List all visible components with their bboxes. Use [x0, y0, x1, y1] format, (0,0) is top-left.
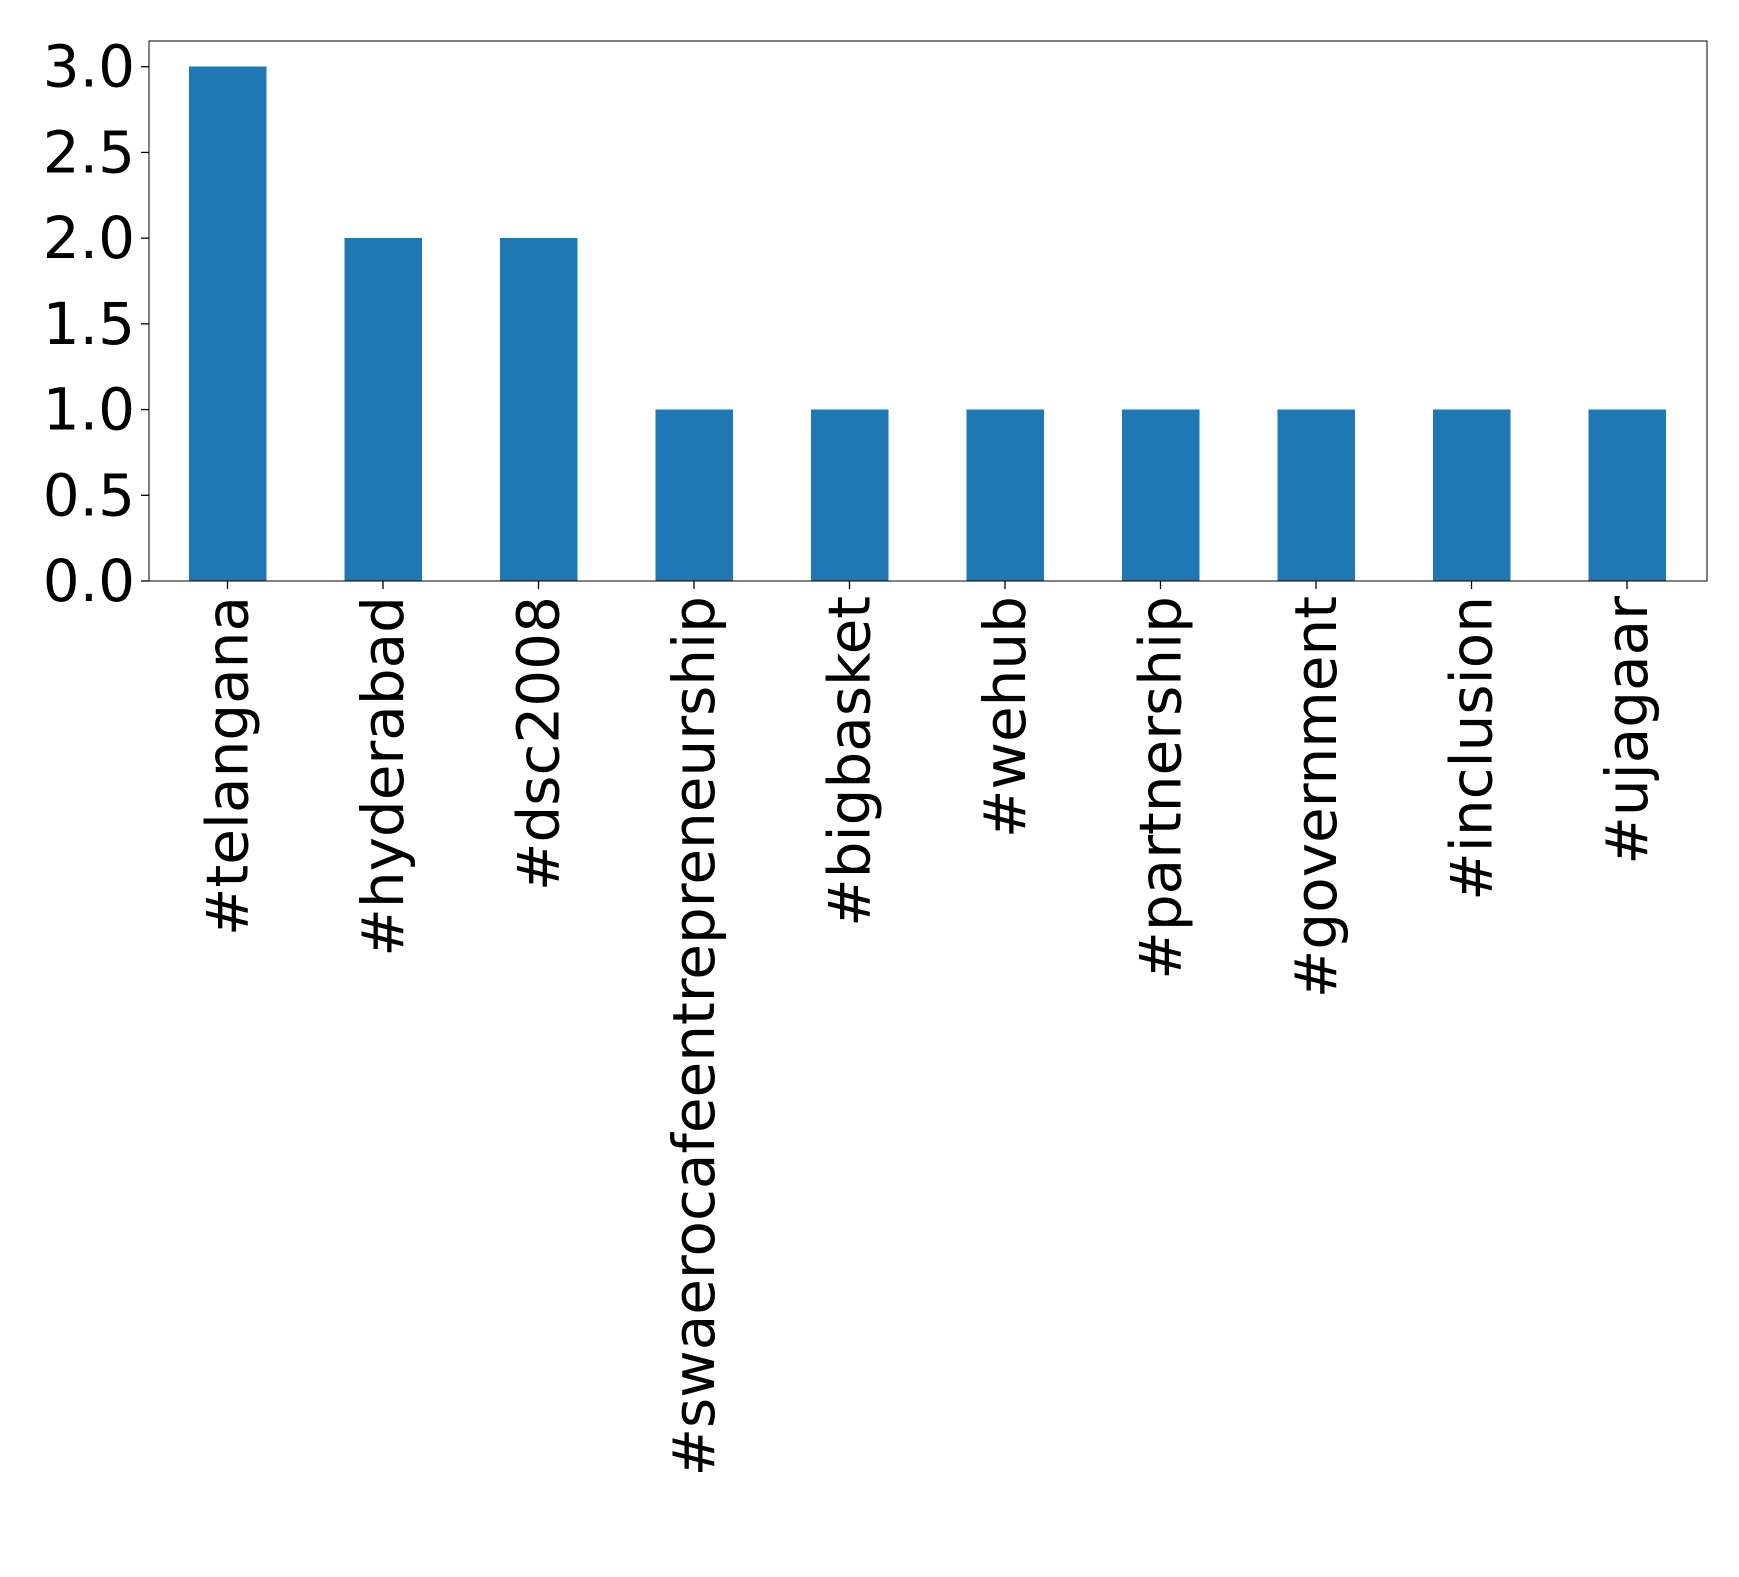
y-tick-label: 2.5 [43, 118, 135, 186]
y-tick-label: 1.0 [43, 376, 135, 444]
x-tick-label: #government [1282, 596, 1350, 998]
plot-frame [148, 40, 1708, 582]
bar-hyderabad [344, 238, 422, 581]
bars-group [188, 66, 1666, 581]
y-tick-label: 2.0 [43, 204, 135, 272]
bar-inclusion [1432, 409, 1511, 581]
bar-dsc2008 [499, 238, 578, 581]
bar-swaerocafeentrepreneurship [655, 409, 733, 581]
x-tick-label: #bigbasket [816, 596, 884, 927]
bar-bigbasket [810, 409, 889, 581]
bar-telangana [188, 66, 267, 581]
y-tick-label: 0.5 [43, 461, 135, 529]
y-tick-label: 0.0 [43, 547, 135, 615]
x-tick-label: #ujagaar [1593, 596, 1661, 865]
x-tick-label: #wehub [971, 596, 1039, 838]
x-tick-label: #telangana [194, 596, 262, 936]
bar-wehub [966, 409, 1044, 581]
x-tick-label: #hyderabad [349, 596, 417, 957]
y-tick-label: 1.5 [43, 290, 135, 358]
y-tick-label: 3.0 [43, 33, 135, 101]
x-axis: #telangana #hyderabad #dsc2008 #swaerocafee… [194, 581, 1661, 1477]
bar-ujagaar [1588, 409, 1666, 581]
x-tick-label: #swaerocafeentrepreneurship [660, 596, 728, 1477]
y-axis: 0.0 0.5 1.0 1.5 2.0 2.5 3.0 [43, 33, 149, 615]
x-tick-label: #partnership [1127, 596, 1195, 980]
x-tick-label: #dsc2008 [505, 596, 573, 891]
bar-government [1277, 409, 1355, 581]
x-tick-label: #inclusion [1438, 596, 1506, 901]
bar-partnership [1121, 409, 1200, 581]
